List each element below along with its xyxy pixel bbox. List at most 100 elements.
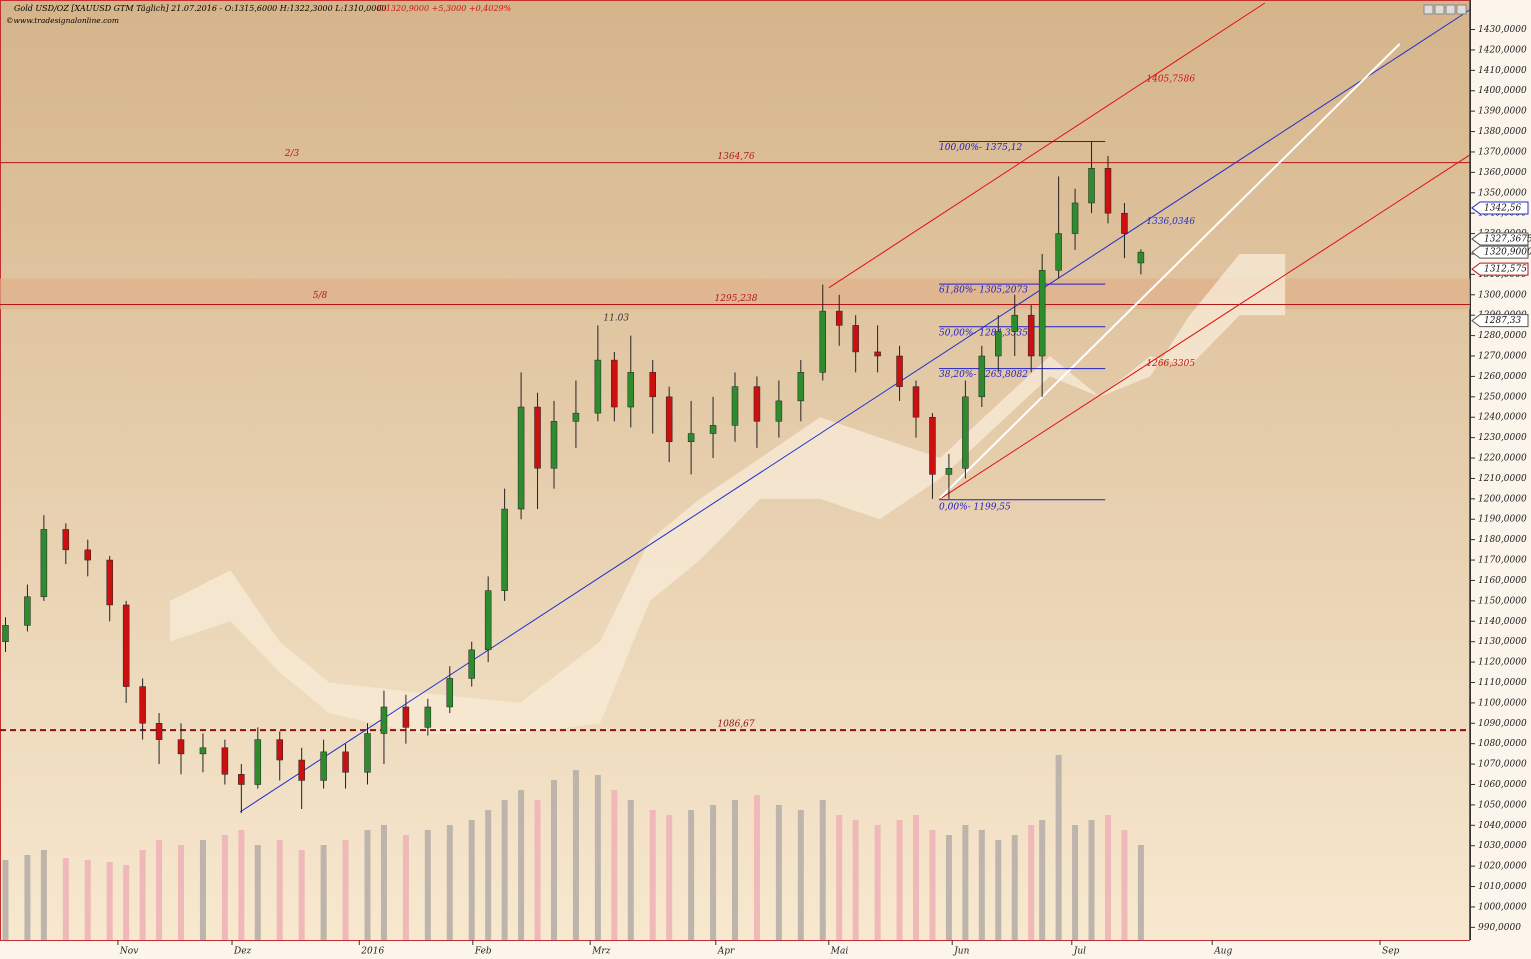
candle-body [594,359,602,414]
candle-body [1088,168,1095,204]
volume-bar [221,835,228,940]
candle-body [155,723,163,740]
button[interactable] [1445,4,1456,15]
plot-border [0,0,1470,941]
volume-bar [1121,830,1128,940]
volume-bar [666,815,673,940]
x-tick-label: Feb [474,947,492,957]
trendline [828,2,1266,289]
level-name: 2/3 [284,149,300,159]
candle-body [1121,212,1128,234]
button[interactable] [1423,4,1434,15]
candle-body [221,747,229,775]
candle-body [835,310,843,326]
volume-bar [1039,820,1046,940]
trendline [239,9,1471,813]
volume-bar [775,805,782,940]
x-tick-label: Nov [119,947,138,957]
y-tick-label: 1280,0000 [1478,331,1527,341]
y-tick-label: 1070,0000 [1478,760,1527,770]
y-tick-label: 1360,0000 [1478,168,1527,178]
price-tag-label: 1312,575 [1484,265,1527,275]
candle-body [320,751,327,781]
volume-bar [929,830,936,940]
price-tag-label: 1287,33 [1484,316,1521,326]
candle-body [1137,251,1145,264]
x-tick-label: Dez [233,947,252,957]
candle-body [572,412,580,422]
x-tick-label: Mai [830,947,849,957]
candle-body [731,386,739,426]
candle-body [468,649,475,679]
y-tick-label: 1200,0000 [1478,494,1527,504]
volume-bar [123,865,130,940]
candle-body [84,549,92,561]
price-tag [1471,245,1529,259]
fib-label: 50,00%- 1284,3335 [939,328,1028,338]
candle-body [665,396,673,442]
price-tag-label: 1327,3675 [1484,234,1531,244]
volume-bar [501,800,508,940]
candle-body [978,355,986,398]
y-tick-label: 1300,0000 [1478,290,1527,300]
volume-bar [424,830,431,940]
volume-bar [342,840,349,940]
volume-bar [276,840,283,940]
volume-bar [468,820,475,940]
candle-body [177,739,185,755]
candle-body [484,590,492,651]
volume-bar [24,855,31,940]
volume-bar [649,810,656,940]
level-label: 1295,238 [715,294,758,304]
annotation: 1266,3305 [1146,359,1195,369]
candle-body [649,372,656,398]
candle-body [1038,270,1046,357]
candle-body [342,751,349,773]
price-tag-label: 1320,9000 [1484,248,1531,258]
candle-body [709,425,717,434]
candle-body [424,706,432,728]
candle-body [1011,314,1018,332]
button[interactable] [1434,4,1445,15]
candle-body [611,359,618,408]
candle-body [775,400,783,422]
x-tick-label: Jul [1072,947,1086,957]
volume-bar [732,800,738,940]
x-tick-label: 2016 [360,947,384,957]
price-tag [1471,262,1529,276]
candle-body [1055,233,1062,271]
y-tick-label: 1270,0000 [1478,352,1527,362]
volume-bar [611,790,618,940]
x-tick-label: Mrz [591,947,611,957]
volume-bar [995,840,1002,940]
volume-bar [238,830,245,940]
volume-bar [913,815,920,940]
y-tick-label: 1080,0000 [1478,739,1527,749]
candle-body [501,508,508,591]
volume-bar [106,862,113,940]
header-source: ©www.tradesignalonline.com [6,16,119,25]
candle-body [298,759,305,781]
trendline [939,43,1401,499]
volume-bar [688,810,695,940]
volume-bar [534,800,541,940]
volume-bar [819,800,826,940]
y-tick-label: 1100,0000 [1478,698,1527,708]
y-tick-label: 1230,0000 [1478,433,1527,443]
candle-body [627,372,635,408]
annotation: 11.03 [603,313,629,323]
volume-bar [627,800,634,940]
candle-body [106,559,113,606]
trendline [939,154,1471,500]
window-buttons[interactable] [1423,4,1467,15]
y-tick-label: 1190,0000 [1478,515,1527,525]
volume-bar [518,790,525,940]
header-quote: Gold USD/OZ [XAUUSD GTM Täglich] 21.07.2… [14,4,387,13]
candle-body [254,739,262,785]
x-tick-label: Jun [952,947,969,957]
candle-body [995,331,1002,357]
candle-body [962,396,969,469]
button[interactable] [1456,4,1467,15]
